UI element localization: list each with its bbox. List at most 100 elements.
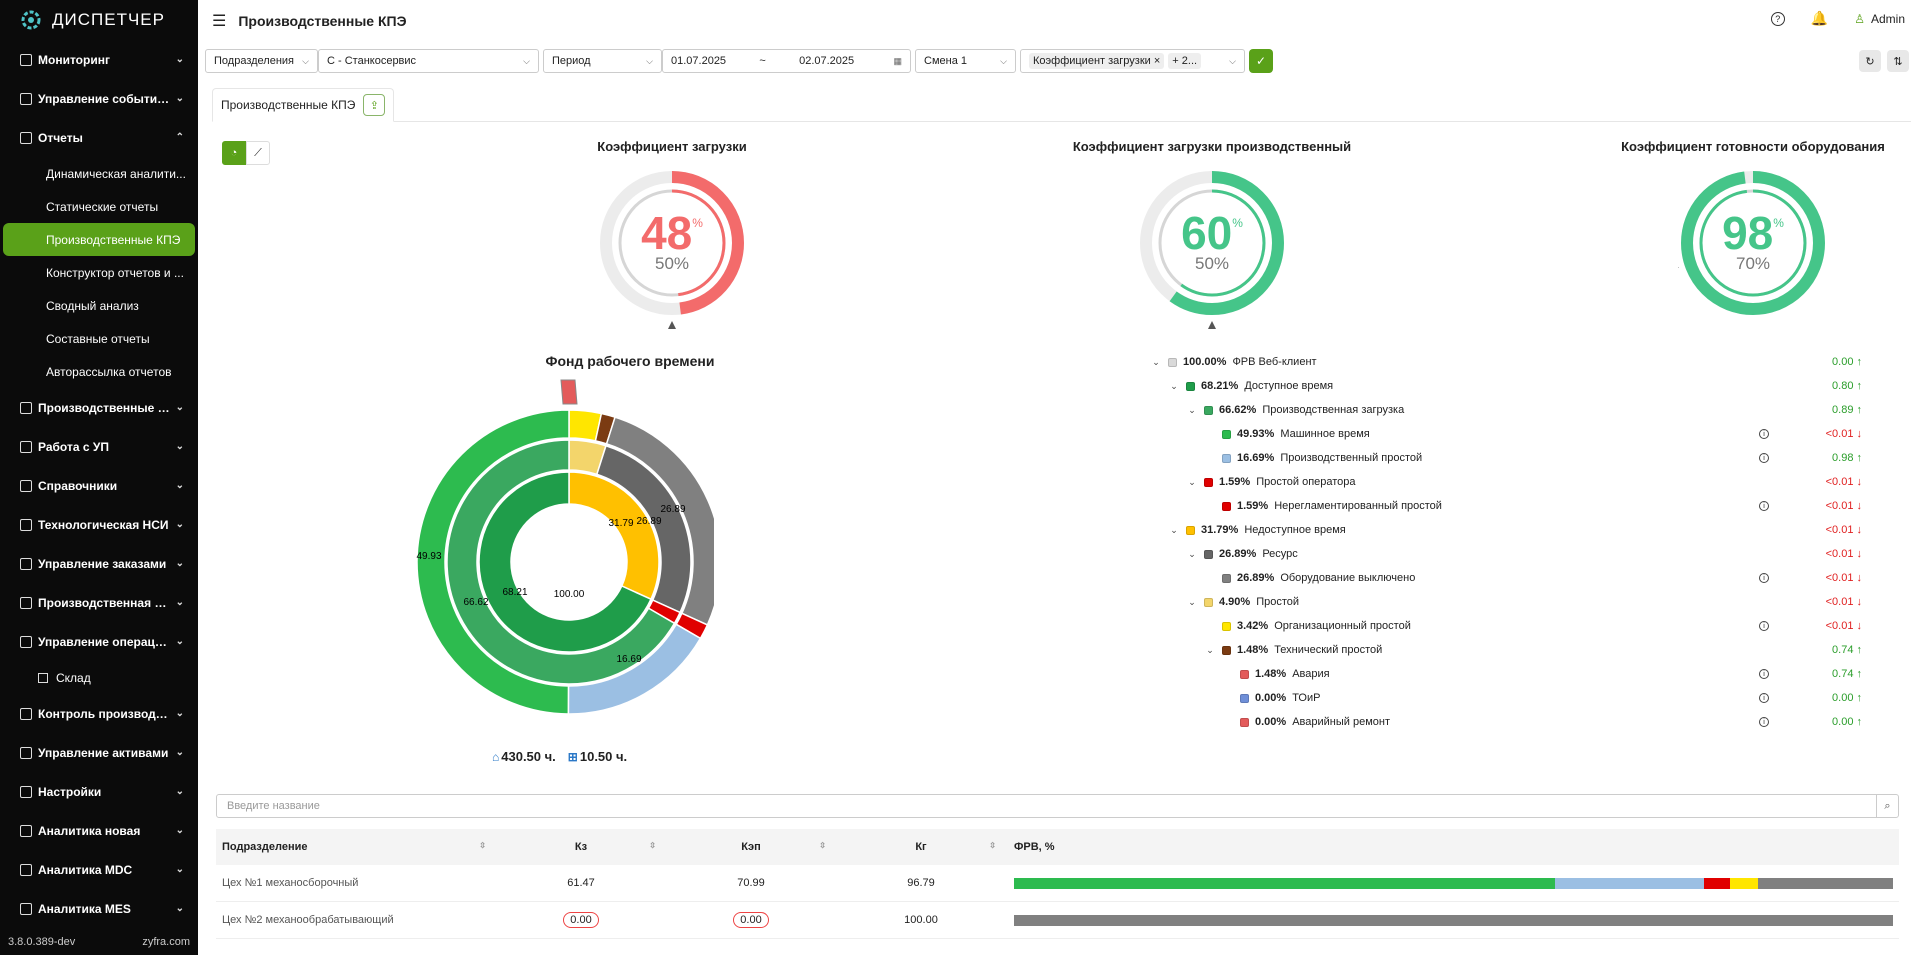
info-icon[interactable]: i — [1759, 573, 1769, 583]
sort-icon[interactable]: ⇳ — [989, 841, 996, 850]
ring-machine-time[interactable] — [416, 409, 570, 715]
table-row[interactable]: Цех №1 механосборочный 61.47 70.99 96.79 — [216, 865, 1899, 902]
info-icon[interactable]: i — [1759, 693, 1769, 703]
tree-row[interactable]: 3.42% Организационный простой i <0.01 ↓ — [1150, 614, 1870, 638]
sidebar-item[interactable]: Производственная ло... ⌄ — [0, 583, 198, 622]
date-to[interactable]: 02.07.2025 — [799, 55, 855, 67]
sidebar-subitem[interactable]: Конструктор отчетов и ... — [46, 265, 184, 280]
tree-row[interactable]: 16.69% Производственный простой i 0.98 ↑ — [1150, 446, 1870, 470]
chevron-down-icon[interactable]: ⌄ — [1188, 404, 1196, 415]
sidebar-subitem[interactable]: Динамическая аналити... — [46, 166, 186, 181]
metric-multiselect[interactable]: Коэффициент загрузки × + 2... ⌵ — [1020, 49, 1245, 73]
date-from[interactable]: 01.07.2025 — [671, 55, 727, 67]
sidebar-item[interactable]: Управление активами ⌄ — [0, 733, 198, 772]
date-range-picker[interactable]: 01.07.2025 ~ 02.07.2025 ▦ — [662, 49, 911, 73]
info-icon[interactable]: i — [1759, 717, 1769, 727]
pie-view-button[interactable]: ◔ — [222, 141, 246, 165]
tree-row[interactable]: 26.89% Оборудование выключено i <0.01 ↓ — [1150, 566, 1870, 590]
info-icon[interactable]: i — [1759, 621, 1769, 631]
sidebar-item[interactable]: Технологическая НСИ ⌄ — [0, 505, 198, 544]
refresh-button[interactable]: ↻ — [1859, 50, 1881, 72]
ring-accident[interactable] — [560, 379, 578, 405]
sidebar-item[interactable]: Аналитика MES ⌄ — [0, 889, 198, 928]
sidebar-item[interactable]: Управление событиями ⌄ — [0, 79, 198, 118]
chevron-down-icon[interactable]: ⌄ — [1188, 548, 1196, 559]
tree-row[interactable]: ⌄ 1.59% Простой оператора <0.01 ↓ — [1150, 470, 1870, 494]
app-logo[interactable]: ДИСПЕТЧЕР — [0, 0, 198, 40]
tree-row[interactable]: ⌄ 31.79% Недоступное время <0.01 ↓ — [1150, 518, 1870, 542]
division-select[interactable]: С - Станкосервис ⌵ — [318, 49, 539, 73]
col-kz[interactable]: Кз ⇳ — [496, 841, 666, 853]
bell-icon[interactable]: 🔔 — [1810, 10, 1829, 26]
sidebar-item[interactable]: Справочники ⌄ — [0, 466, 198, 505]
tree-row[interactable]: 1.48% Авария i 0.74 ↑ — [1150, 662, 1870, 686]
tree-row[interactable]: ⌄ 4.90% Простой <0.01 ↓ — [1150, 590, 1870, 614]
sidebar-subitem[interactable]: Авторассылка отчетов — [46, 364, 172, 379]
tab-production-kpi[interactable]: Производственные КПЭ ⇪ — [212, 88, 395, 122]
chevron-down-icon[interactable]: ⌄ — [1188, 476, 1196, 487]
chevron-down-icon[interactable]: ⌄ — [1188, 596, 1196, 607]
sidebar-item[interactable]: Аналитика MDC ⌄ — [0, 850, 198, 889]
tree-row[interactable]: ⌄ 26.89% Ресурс <0.01 ↓ — [1150, 542, 1870, 566]
sidebar-item[interactable]: Производственные жу... ⌄ — [0, 388, 198, 427]
sidebar-item[interactable]: Настройки ⌄ — [0, 772, 198, 811]
tree-row[interactable]: 0.00% Аварийный ремонт i 0.00 ↑ — [1150, 710, 1870, 734]
tree-percent: 49.93% — [1237, 428, 1275, 440]
user-menu[interactable]: ♙ Admin — [1854, 12, 1905, 26]
sidebar-item[interactable]: Мониторинг ⌄ — [0, 40, 198, 79]
line-view-button[interactable]: ⟋ — [246, 141, 270, 165]
sidebar-subitem[interactable]: Составные отчеты — [46, 331, 150, 346]
search-input[interactable]: Введите название ⌕ — [216, 794, 1899, 818]
sidebar-subitem[interactable]: Сводный анализ — [46, 298, 139, 313]
sidebar-subitem[interactable]: Статические отчеты — [46, 199, 159, 214]
more-chip[interactable]: + 2... — [1168, 53, 1202, 69]
sidebar-item[interactable]: Отчеты ⌃ — [0, 118, 198, 157]
sidebar-item[interactable]: Контроль производства ⌄ — [0, 694, 198, 733]
table-row[interactable]: Цех №2 механообрабатывающий 0.00 0.00 10… — [216, 902, 1899, 939]
info-icon[interactable]: i — [1759, 669, 1769, 679]
settings-button[interactable]: ⇅ — [1887, 50, 1909, 72]
col-kg[interactable]: Кг ⇳ — [836, 841, 1006, 853]
sort-icon[interactable]: ⇳ — [649, 841, 656, 850]
division-type-select[interactable]: Подразделения ⌵ — [205, 49, 318, 73]
sidebar-item[interactable]: Аналитика новая ⌄ — [0, 811, 198, 850]
help-icon[interactable]: ? — [1770, 11, 1785, 26]
info-icon[interactable]: i — [1759, 429, 1769, 439]
sort-icon[interactable]: ⇳ — [819, 841, 826, 850]
sidebar-item[interactable]: Управление операция... ⌄ — [0, 622, 198, 661]
tree-row[interactable]: ⌄ 100.00% ФРВ Веб-клиент 0.00 ↑ — [1150, 350, 1870, 374]
sidebar-item-warehouse[interactable]: Склад — [0, 661, 198, 694]
chevron-down-icon[interactable]: ⌄ — [1152, 356, 1160, 367]
shift-select[interactable]: Смена 1 ⌵ — [915, 49, 1016, 73]
period-select[interactable]: Период ⌵ — [543, 49, 662, 73]
tree-row[interactable]: ⌄ 68.21% Доступное время 0.80 ↑ — [1150, 374, 1870, 398]
close-icon[interactable]: × — [1153, 55, 1161, 67]
ring-production[interactable] — [446, 439, 676, 685]
info-icon[interactable]: i — [1759, 501, 1769, 511]
chevron-down-icon[interactable]: ⌄ — [1170, 524, 1178, 535]
info-icon[interactable]: i — [1759, 453, 1769, 463]
col-division[interactable]: Подразделение ⇳ — [216, 841, 496, 853]
menu-toggle-icon[interactable]: ☰ — [212, 13, 227, 30]
tree-row[interactable]: ⌄ 66.62% Производственная загрузка 0.89 … — [1150, 398, 1870, 422]
app-version: 3.8.0.389-dev — [8, 936, 76, 948]
tree-row[interactable]: 0.00% ТОиР i 0.00 ↑ — [1150, 686, 1870, 710]
sort-icon[interactable]: ⇳ — [479, 841, 486, 850]
apply-filter-button[interactable]: ✓ — [1249, 49, 1273, 73]
vendor-link[interactable]: zyfra.com — [142, 936, 190, 948]
export-button[interactable]: ⇪ — [363, 94, 386, 116]
ring-available[interactable] — [478, 471, 652, 653]
sidebar-item[interactable]: Работа с УП ⌄ — [0, 427, 198, 466]
tree-label: Простой — [1256, 596, 1300, 608]
chevron-down-icon[interactable]: ⌄ — [1170, 380, 1178, 391]
tree-row[interactable]: ⌄ 1.48% Технический простой 0.74 ↑ — [1150, 638, 1870, 662]
kz-value: 61.47 — [567, 877, 595, 889]
search-icon[interactable]: ⌕ — [1876, 795, 1898, 817]
tree-row[interactable]: 1.59% Нерегламентированный простой i <0.… — [1150, 494, 1870, 518]
metric-chip[interactable]: Коэффициент загрузки × — [1029, 53, 1165, 69]
sidebar-subitem[interactable]: Производственные КПЭ — [3, 223, 195, 256]
sidebar-item[interactable]: Управление заказами ⌄ — [0, 544, 198, 583]
col-kep[interactable]: Кэп ⇳ — [666, 841, 836, 853]
chevron-down-icon[interactable]: ⌄ — [1206, 644, 1214, 655]
tree-row[interactable]: 49.93% Машинное время i <0.01 ↓ — [1150, 422, 1870, 446]
